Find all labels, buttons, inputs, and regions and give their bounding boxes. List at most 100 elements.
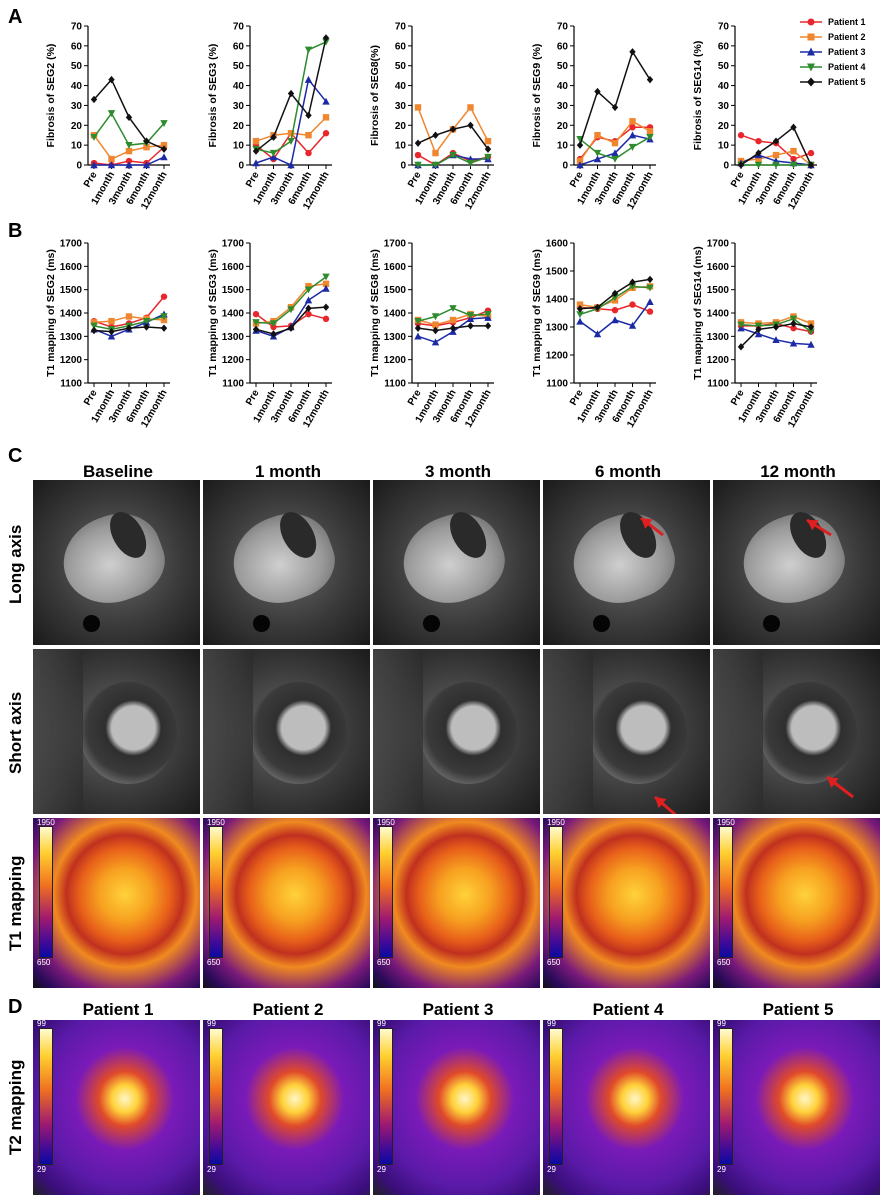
scale-max-label: 1950: [37, 818, 55, 827]
y-axis-label: T1 mapping of SEG8 (ms): [369, 249, 381, 377]
data-point: [772, 336, 780, 344]
data-point: [269, 153, 278, 161]
data-point: [467, 104, 474, 111]
scale-max-label: 1950: [547, 818, 565, 827]
data-point: [322, 273, 330, 281]
data-point: [287, 306, 295, 314]
y-tick-label: 1200: [222, 355, 245, 366]
data-point: [125, 313, 133, 320]
data-point: [322, 130, 330, 137]
y-tick-label: 1700: [60, 239, 83, 250]
myocardium: [759, 682, 857, 785]
y-tick-label: 60: [71, 41, 83, 52]
data-point: [646, 284, 654, 292]
data-point: [108, 75, 115, 84]
row-label-short-axis: Short axis: [6, 691, 25, 774]
scale-min-label: 29: [377, 1165, 386, 1174]
legend-item: Patient 3: [800, 44, 866, 59]
arrow-head: [655, 797, 667, 809]
y-tick-label: 0: [400, 161, 406, 172]
data-point: [143, 137, 150, 145]
data-point: [576, 305, 584, 313]
data-point: [576, 311, 584, 319]
legend-item: Patient 1: [800, 14, 866, 29]
data-point: [629, 301, 636, 308]
color-scale-bar: [39, 826, 53, 958]
data-point: [125, 324, 133, 332]
data-point: [484, 137, 492, 145]
myocardium: [419, 682, 517, 785]
y-tick-label: 0: [238, 161, 244, 172]
y-tick-label: 20: [233, 121, 245, 132]
t2-map-image: 99 29: [203, 1020, 370, 1195]
data-point: [646, 298, 654, 305]
legend-label: Patient 4: [828, 61, 866, 72]
data-point: [305, 132, 312, 139]
data-point: [90, 95, 98, 104]
panel-label-c: C: [8, 445, 23, 467]
row-label-long-axis: Long axis: [6, 524, 25, 604]
data-point: [125, 161, 133, 169]
data-point: [90, 319, 98, 326]
color-scale-bar: [379, 826, 393, 958]
legend-marker-icon: [800, 77, 822, 86]
column-header-baseline: Baseline: [83, 462, 153, 481]
data-point: [790, 147, 797, 155]
vessel: [253, 615, 270, 632]
data-point: [754, 330, 763, 338]
t1-map-image: 1950 650: [373, 818, 540, 988]
data-point: [646, 308, 654, 315]
y-tick-label: 50: [395, 61, 407, 72]
chest-wall: [33, 649, 84, 814]
data-point: [646, 128, 654, 135]
data-point: [252, 137, 260, 145]
data-point: [737, 343, 745, 351]
y-tick-label: 1100: [222, 379, 244, 390]
data-point: [449, 125, 457, 133]
chest-wall: [203, 649, 254, 814]
y-tick-label: 1200: [707, 355, 730, 366]
data-point: [305, 282, 312, 290]
data-point: [287, 89, 295, 98]
y-tick-label: 1600: [384, 262, 407, 273]
data-point: [484, 153, 492, 161]
data-point: [484, 145, 492, 153]
y-tick-label: 1200: [60, 355, 83, 366]
y-tick-label: 1700: [707, 239, 730, 250]
data-point: [90, 326, 98, 335]
data-point: [772, 161, 780, 169]
y-tick-label: 70: [71, 22, 83, 33]
row-label-t1-mapping: T1 mapping: [6, 855, 25, 951]
data-point: [287, 137, 295, 145]
short-axis-image: [373, 649, 540, 814]
data-point: [125, 147, 133, 155]
data-point: [414, 324, 422, 332]
legend-label: Patient 2: [828, 31, 866, 42]
color-scale-bar: [209, 1028, 223, 1165]
y-tick-label: 20: [557, 121, 569, 132]
t2-map-image: 99 29: [33, 1020, 200, 1195]
data-point: [414, 139, 422, 147]
scale-min-label: 650: [37, 958, 51, 967]
scale-max-label: 99: [207, 1020, 216, 1028]
vessel: [423, 615, 440, 632]
chest-wall: [373, 649, 424, 814]
data-point: [772, 151, 780, 159]
y-axis-label: Fibrosis of SEG8(%): [369, 45, 381, 146]
t1-map-image: 1950 650: [713, 818, 880, 988]
data-point: [432, 149, 439, 157]
data-point: [269, 149, 278, 157]
y-axis-label: Fibrosis of SEG3 (%): [207, 44, 219, 148]
series-line: [255, 283, 327, 325]
y-tick-label: 1200: [384, 355, 407, 366]
data-point: [143, 143, 150, 151]
data-point: [466, 312, 475, 320]
column-header-3-month: 3 month: [424, 462, 492, 481]
data-point: [629, 124, 636, 131]
scale-min-label: 29: [547, 1165, 556, 1174]
data-point: [628, 321, 637, 329]
y-tick-label: 1600: [222, 262, 245, 273]
data-point: [611, 316, 619, 324]
column-header-patient-1: Patient 1: [82, 1000, 154, 1019]
y-tick-label: 1500: [384, 285, 407, 296]
